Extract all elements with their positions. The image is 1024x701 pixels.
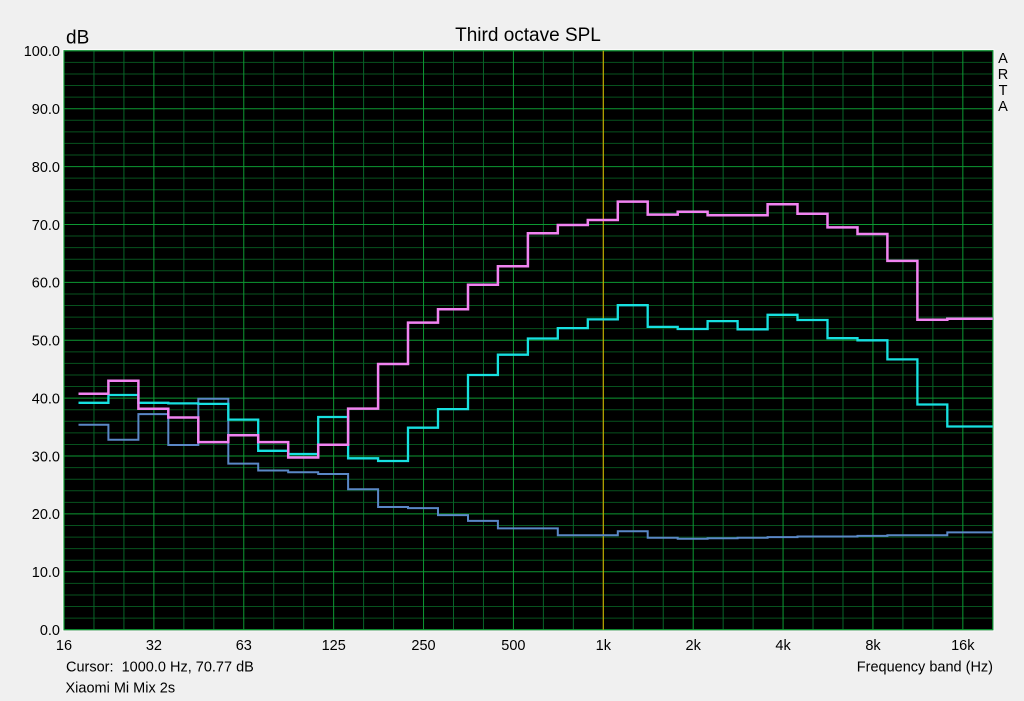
svg-text:60.0: 60.0 (32, 276, 60, 292)
svg-text:63: 63 (236, 638, 252, 654)
svg-text:70.0: 70.0 (32, 218, 60, 234)
svg-text:32: 32 (146, 638, 162, 654)
svg-text:0.0: 0.0 (40, 623, 60, 639)
svg-text:T: T (999, 83, 1008, 99)
svg-text:Xiaomi Mi Mix 2s: Xiaomi Mi Mix 2s (66, 680, 176, 696)
svg-text:R: R (998, 67, 1008, 83)
svg-text:10.0: 10.0 (32, 565, 60, 581)
svg-text:50.0: 50.0 (32, 334, 60, 350)
svg-text:Cursor: 1000.0 Hz, 70.77 dB: Cursor: 1000.0 Hz, 70.77 dB (66, 660, 254, 676)
svg-text:20.0: 20.0 (32, 507, 60, 523)
svg-text:dB: dB (66, 28, 89, 49)
svg-text:16k: 16k (951, 638, 975, 654)
svg-text:80.0: 80.0 (32, 160, 60, 176)
svg-text:A: A (998, 51, 1008, 67)
svg-text:125: 125 (322, 638, 346, 654)
svg-text:A: A (998, 99, 1008, 115)
svg-text:1k: 1k (596, 638, 612, 654)
svg-text:30.0: 30.0 (32, 449, 60, 465)
svg-text:90.0: 90.0 (32, 102, 60, 118)
svg-text:250: 250 (411, 638, 435, 654)
svg-text:Third octave SPL: Third octave SPL (455, 25, 601, 46)
svg-text:100.0: 100.0 (24, 44, 60, 60)
svg-text:4k: 4k (775, 638, 791, 654)
svg-text:Frequency band (Hz): Frequency band (Hz) (857, 660, 993, 676)
svg-text:40.0: 40.0 (32, 391, 60, 407)
svg-text:8k: 8k (865, 638, 881, 654)
svg-text:16: 16 (56, 638, 72, 654)
svg-text:2k: 2k (686, 638, 702, 654)
svg-text:500: 500 (501, 638, 525, 654)
